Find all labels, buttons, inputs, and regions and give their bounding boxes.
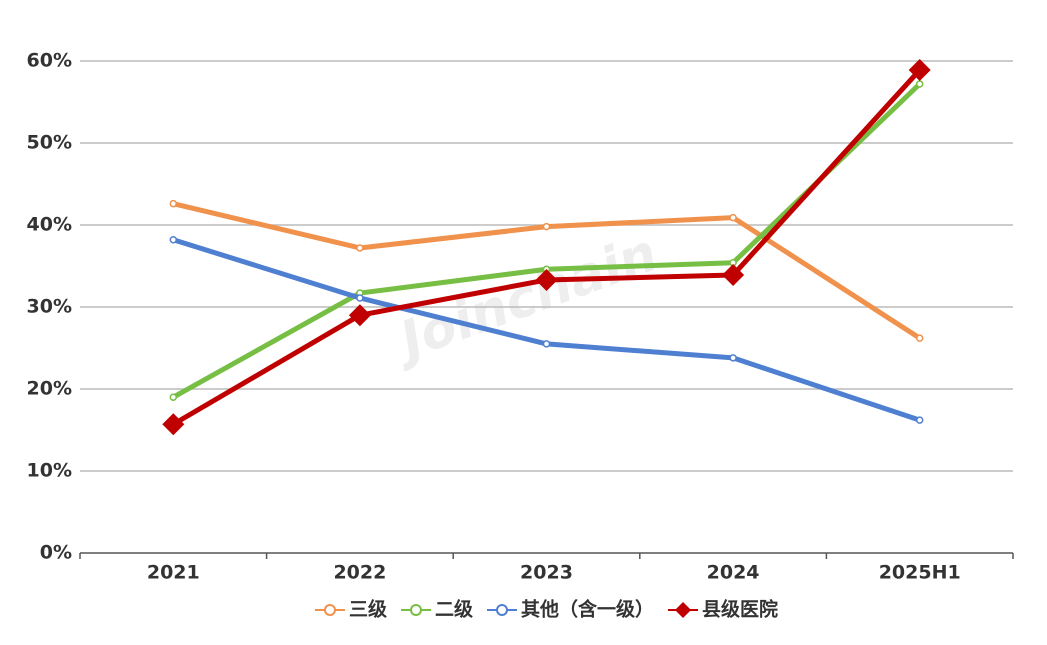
data-point: [542, 222, 551, 231]
data-point: [356, 294, 364, 302]
legend-label: 其他（含一级）: [521, 598, 654, 621]
data-point: [908, 59, 931, 82]
legend-symbol: [323, 604, 336, 616]
data-point: [915, 416, 924, 424]
y-tick-label: 30%: [27, 296, 72, 318]
y-tick-label: 0%: [40, 542, 72, 564]
x-tick-label: 2023: [520, 562, 573, 584]
data-point: [162, 413, 185, 436]
data-point: [729, 354, 737, 362]
data-point: [729, 213, 737, 222]
legend-label: 县级医院: [702, 598, 778, 621]
data-point: [722, 264, 745, 287]
series-line: [172, 68, 922, 427]
x-tick-label: 2021: [147, 562, 200, 584]
y-tick-label: 20%: [27, 378, 72, 400]
data-point: [348, 304, 371, 327]
y-tick-label: 60%: [27, 50, 72, 72]
legend-label: 三级: [349, 598, 387, 621]
data-point: [535, 268, 558, 291]
data-point: [915, 80, 924, 88]
x-tick-label: 2024: [707, 562, 760, 584]
legend-symbol: [409, 604, 422, 616]
x-tick-label: 2025H1: [879, 562, 961, 584]
y-tick-label: 40%: [27, 214, 72, 236]
data-point: [915, 334, 924, 342]
legend-symbol: [496, 604, 508, 616]
x-tick-label: 2022: [333, 562, 386, 584]
legend-label: 二级: [435, 598, 473, 621]
data-point: [542, 340, 551, 348]
data-point: [356, 244, 364, 252]
data-point: [169, 236, 178, 244]
legend-symbol: [675, 602, 692, 618]
data-point: [169, 199, 178, 208]
y-tick-label: 50%: [27, 132, 72, 154]
data-point: [169, 393, 178, 401]
y-tick-label: 10%: [27, 460, 72, 482]
series-line: [172, 82, 922, 400]
